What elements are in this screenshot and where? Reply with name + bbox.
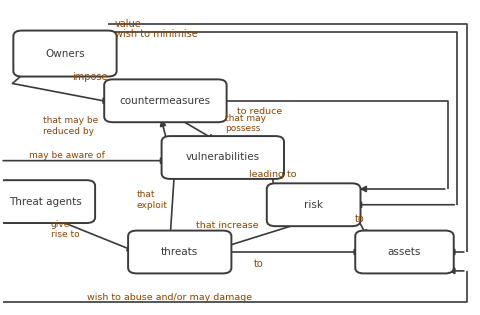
FancyBboxPatch shape [13,31,116,77]
FancyBboxPatch shape [161,136,283,179]
Text: that increase: that increase [196,221,259,230]
Text: may be aware of: may be aware of [29,152,105,160]
FancyBboxPatch shape [0,180,95,223]
Text: that may be
reduced by: that may be reduced by [43,116,98,136]
Text: assets: assets [387,247,420,257]
Text: risk: risk [303,200,323,210]
Text: threats: threats [161,247,198,257]
Text: to reduce: to reduce [237,107,282,116]
Text: vulnerabilities: vulnerabilities [185,152,259,163]
FancyBboxPatch shape [104,79,226,122]
Text: to: to [354,214,363,224]
Text: Owners: Owners [45,49,84,59]
Text: Threat agents: Threat agents [10,197,82,207]
Text: that
exploit: that exploit [136,190,168,210]
Text: countermeasures: countermeasures [120,96,211,106]
FancyBboxPatch shape [266,183,360,226]
FancyBboxPatch shape [355,231,453,273]
Text: wish to abuse and/or may damage: wish to abuse and/or may damage [86,293,251,301]
Text: value: value [115,19,142,29]
Text: give
rise to: give rise to [50,220,79,239]
Text: wish to minimise: wish to minimise [115,29,198,39]
Text: that may
possess: that may possess [225,114,265,133]
Text: to: to [253,259,263,269]
Text: impose: impose [72,72,108,82]
FancyBboxPatch shape [128,231,231,273]
Text: leading to: leading to [249,170,296,179]
